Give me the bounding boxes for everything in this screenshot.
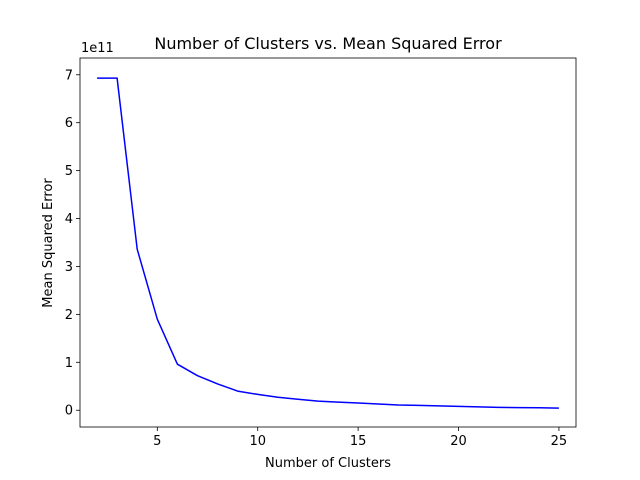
x-tick-label: 10 xyxy=(249,434,266,449)
x-axis-label: Number of Clusters xyxy=(265,456,391,471)
chart-title: Number of Clusters vs. Mean Squared Erro… xyxy=(154,34,502,53)
y-axis-label: Mean Squared Error xyxy=(41,178,56,308)
y-offset-label: 1e11 xyxy=(81,41,114,56)
y-tick-label: 7 xyxy=(65,68,73,83)
x-tick-label: 25 xyxy=(551,434,568,449)
series-line-0 xyxy=(97,77,559,409)
x-tick-label: 15 xyxy=(350,434,367,449)
y-tick-label: 3 xyxy=(65,260,73,275)
y-tick-label: 0 xyxy=(65,404,73,419)
y-tick-label: 6 xyxy=(65,116,73,131)
y-tick-label: 2 xyxy=(65,308,73,323)
y-tick-label: 5 xyxy=(65,164,73,179)
plot-frame xyxy=(79,57,577,428)
x-tick-label: 5 xyxy=(153,434,161,449)
y-tick-label: 4 xyxy=(65,212,73,227)
y-tick-label: 1 xyxy=(65,356,73,371)
plot-area: 5 10 15 20 25 0 1 2 3 4 5 6 7 xyxy=(65,57,577,449)
x-tick-label: 20 xyxy=(450,434,467,449)
